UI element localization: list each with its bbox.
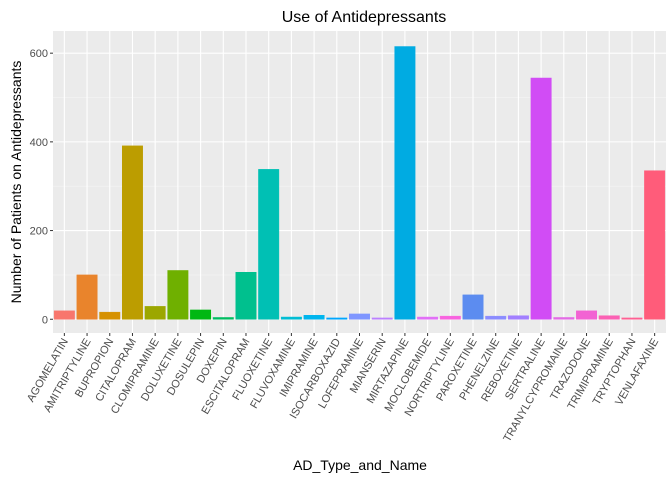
- x-axis: AGOMELATINAMITRIPTYLINEBUPROPIONCITALOPR…: [25, 333, 661, 444]
- bar-fluvoxamine: [280, 316, 302, 320]
- bar-mirtazapine: [394, 46, 416, 320]
- bar-mianserin: [371, 317, 393, 320]
- bar-dosulepin: [190, 309, 212, 320]
- bar-lofepramine: [349, 313, 370, 320]
- bar-reboxetine: [507, 315, 529, 320]
- y-tick-label: 400: [30, 137, 48, 149]
- bars: [53, 46, 666, 320]
- x-axis-title: AD_Type_and_Name: [293, 457, 427, 473]
- bar-doxepin: [212, 317, 234, 320]
- bar-phenelzine: [485, 315, 507, 320]
- y-axis: 0 200 400 600: [30, 48, 53, 326]
- bar-bupropion: [99, 311, 121, 320]
- bar-isocarboxazid: [326, 317, 348, 320]
- y-tick-label: 200: [30, 226, 48, 238]
- y-tick-label: 0: [42, 314, 48, 326]
- bar-venlafaxine: [644, 170, 666, 320]
- bar-nortriptyline: [439, 315, 461, 320]
- bar-citalopram: [121, 145, 143, 320]
- bar-moclobemide: [417, 316, 439, 320]
- bar-clomipramine: [144, 306, 166, 320]
- bar-trazodone: [576, 310, 598, 320]
- bar-trimipramine: [598, 315, 620, 320]
- bar-agomelatin: [53, 310, 75, 320]
- bar-escitalopram: [235, 271, 257, 320]
- bar-paroxetine: [462, 294, 484, 320]
- bar-imipramine: [303, 315, 325, 320]
- bar-tryptophan: [621, 317, 643, 320]
- bar-fluoxetine: [258, 169, 280, 320]
- y-axis-title: Number of Patients on Antidepressants: [8, 61, 24, 304]
- bar-doluxetine: [167, 270, 189, 320]
- chart-title: Use of Antidepressants: [282, 9, 447, 26]
- y-tick-label: 600: [30, 48, 48, 60]
- bar-sertraline: [530, 77, 552, 320]
- bar-amitriptyline: [76, 274, 98, 320]
- bar-tranylcypromaine: [553, 317, 575, 320]
